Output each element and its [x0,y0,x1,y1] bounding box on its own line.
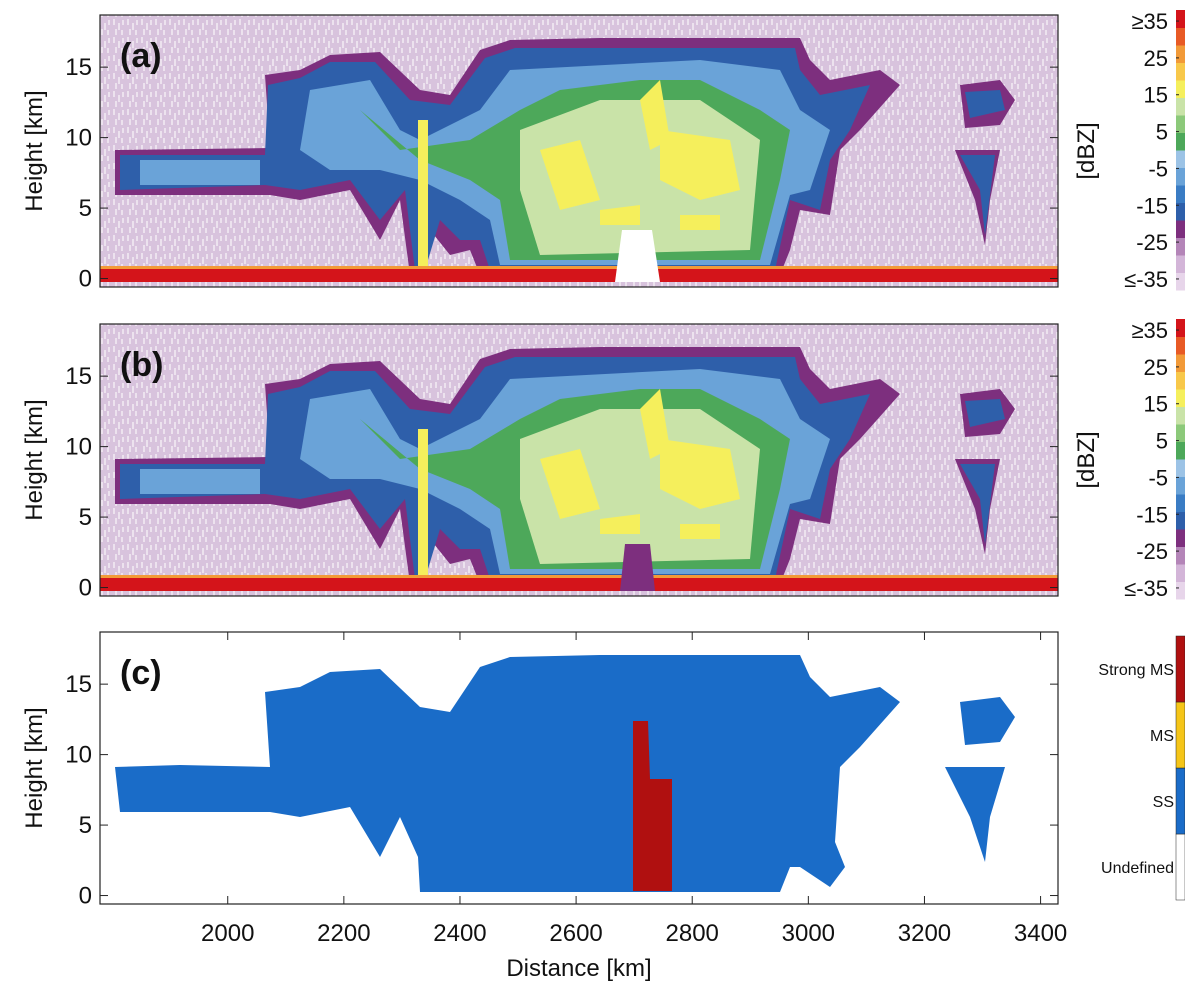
colorbar-swatch [1176,406,1185,425]
colorbar-swatch [1176,132,1185,151]
colorbar-swatch [1176,150,1185,168]
colorbar-category-label: Strong MS [1098,662,1174,679]
y-tick-label: 10 [65,125,92,152]
colorbar-swatch [1175,701,1185,769]
colorbar-swatch [1176,389,1185,407]
colorbar-tick-label: 5 [1156,120,1168,145]
colorbar-swatch [1175,635,1185,703]
colorbar-tick-label: -25 [1136,539,1168,564]
colorbar-swatch [1176,564,1185,582]
colorbar-tick-label: ≤-35 [1124,267,1168,292]
colorbar-category-label: MS [1150,728,1174,745]
y-tick-label: 15 [65,363,92,390]
x-tick-label: 3400 [1014,920,1067,947]
y-tick-label: 0 [79,266,92,293]
colorbar-label: [dBZ] [1073,431,1100,488]
colorbar-swatch [1176,97,1185,116]
colorbar-tick-label: 25 [1144,46,1168,71]
y-tick-label: 15 [65,671,92,698]
colorbar-swatch [1176,511,1185,530]
colorbar-tick-label: -25 [1136,230,1168,255]
plot-frame [99,323,1059,597]
colorbar-swatch [1176,354,1185,372]
y-tick-label: 10 [65,434,92,461]
colorbar-swatch [1176,546,1185,565]
colorbar-tick-label: ≥35 [1131,318,1168,343]
colorbar-swatch [1176,476,1185,495]
panel-label: (b) [120,346,163,384]
colorbar-tick-label: -15 [1136,193,1168,218]
colorbar-tick-label: 15 [1144,392,1168,417]
colorbar-label: [dBZ] [1073,122,1100,179]
colorbar-tick-label: ≥35 [1131,9,1168,34]
radar-image-b [100,324,1058,596]
colorbar-swatch [1176,441,1185,460]
plot-frame [99,631,1059,905]
x-tick-label: 2400 [433,920,486,947]
colorbar-tick-label: 5 [1156,429,1168,454]
colorbar-swatch [1176,10,1185,28]
mask-image-c [100,632,1058,904]
y-axis-label: Height [km] [21,399,48,520]
y-tick-label: 5 [79,504,92,531]
colorbar-swatch [1176,319,1185,337]
colorbar-swatch [1176,272,1185,291]
colorbar-tick-label: -5 [1148,465,1168,490]
colorbar-swatch [1176,459,1185,477]
y-tick-label: 0 [79,883,92,910]
colorbar-swatch [1176,45,1185,63]
x-tick-label: 3200 [898,920,951,947]
x-tick-label: 2600 [549,920,602,947]
colorbar-tick-label: -5 [1148,156,1168,181]
colorbar-swatch [1176,255,1185,273]
y-tick-label: 5 [79,812,92,839]
colorbar-tick-label: 25 [1144,355,1168,380]
colorbar-swatch [1176,220,1185,238]
y-axis-label: Height [km] [21,90,48,211]
radar-image-a [100,15,1058,287]
colorbar-category-label: SS [1153,794,1174,811]
y-tick-label: 15 [65,54,92,81]
colorbar-swatch [1176,167,1185,186]
y-tick-label: 5 [79,195,92,222]
x-tick-label: 2800 [666,920,719,947]
colorbar-swatch [1176,202,1185,221]
colorbar-swatch [1176,237,1185,256]
colorbar-swatch [1176,80,1185,98]
x-axis-label: Distance [km] [506,955,651,982]
colorbar-swatch [1176,581,1185,600]
colorbar-swatch [1176,336,1185,355]
colorbar-tick-label: -15 [1136,502,1168,527]
colorbar-swatch [1176,529,1185,547]
colorbar-swatch [1176,62,1185,81]
y-tick-label: 10 [65,742,92,769]
colorbar-swatch [1175,767,1185,835]
colorbar-swatch [1176,371,1185,390]
colorbar-swatch [1176,494,1185,512]
colorbar-tick-label: 15 [1144,83,1168,108]
x-tick-label: 3000 [782,920,835,947]
colorbar-swatch [1176,115,1185,133]
colorbar-swatch [1176,27,1185,46]
colorbar-tick-label: ≤-35 [1124,576,1168,601]
panel-label: (c) [120,654,162,692]
x-tick-label: 2000 [201,920,254,947]
panel-label: (a) [120,37,162,75]
colorbar-swatch [1176,424,1185,442]
colorbar-swatch [1175,833,1185,901]
plot-frame [99,14,1059,288]
y-axis-label: Height [km] [21,707,48,828]
x-tick-label: 2200 [317,920,370,947]
colorbar-swatch [1176,185,1185,203]
y-tick-label: 0 [79,575,92,602]
colorbar-category-label: Undefined [1101,860,1174,877]
